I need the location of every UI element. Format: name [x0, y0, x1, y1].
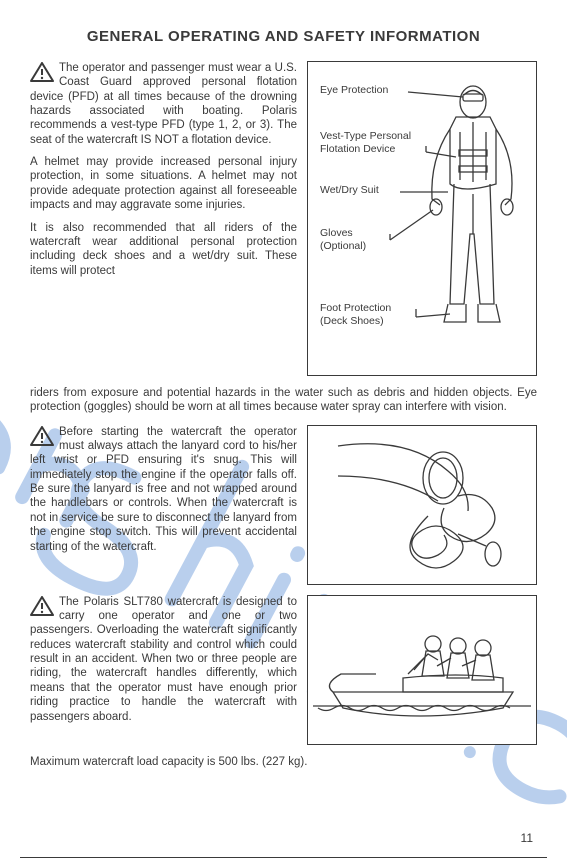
- page-title: GENERAL OPERATING AND SAFETY INFORMATION: [30, 28, 537, 47]
- label-wetsuit: Wet/Dry Suit: [320, 184, 379, 197]
- text-column-3: The Polaris SLT780 watercraft is designe…: [30, 595, 297, 745]
- para1: The operator and passenger must wear a U…: [30, 62, 297, 146]
- text-column-1: The operator and passenger must wear a U…: [30, 61, 297, 376]
- page-number: 11: [521, 831, 533, 846]
- label-eye-protection: Eye Protection: [320, 84, 388, 97]
- warning-icon: [30, 426, 54, 446]
- text-column-2: Before starting the watercraft the opera…: [30, 425, 297, 585]
- label-vest: Vest-Type Personal Flotation Device: [320, 130, 411, 156]
- para2: A helmet may provide increased personal …: [30, 155, 297, 213]
- label-foot: Foot Protection (Deck Shoes): [320, 302, 391, 328]
- footer-rule: [20, 857, 547, 859]
- warning-icon: [30, 596, 54, 616]
- para3a: It is also recommended that all riders o…: [30, 221, 297, 279]
- figure-lanyard: [307, 425, 537, 585]
- para4: Before starting the watercraft the opera…: [30, 426, 297, 553]
- label-gloves: Gloves (Optional): [320, 227, 366, 253]
- para3b: riders from exposure and potential hazar…: [30, 386, 537, 415]
- warning-icon: [30, 62, 54, 82]
- para5: The Polaris SLT780 watercraft is designe…: [30, 596, 297, 723]
- figure-rider-gear: Eye Protection Vest-Type Personal Flotat…: [307, 61, 537, 376]
- figure-passengers: [307, 595, 537, 745]
- para6: Maximum watercraft load capacity is 500 …: [30, 755, 537, 769]
